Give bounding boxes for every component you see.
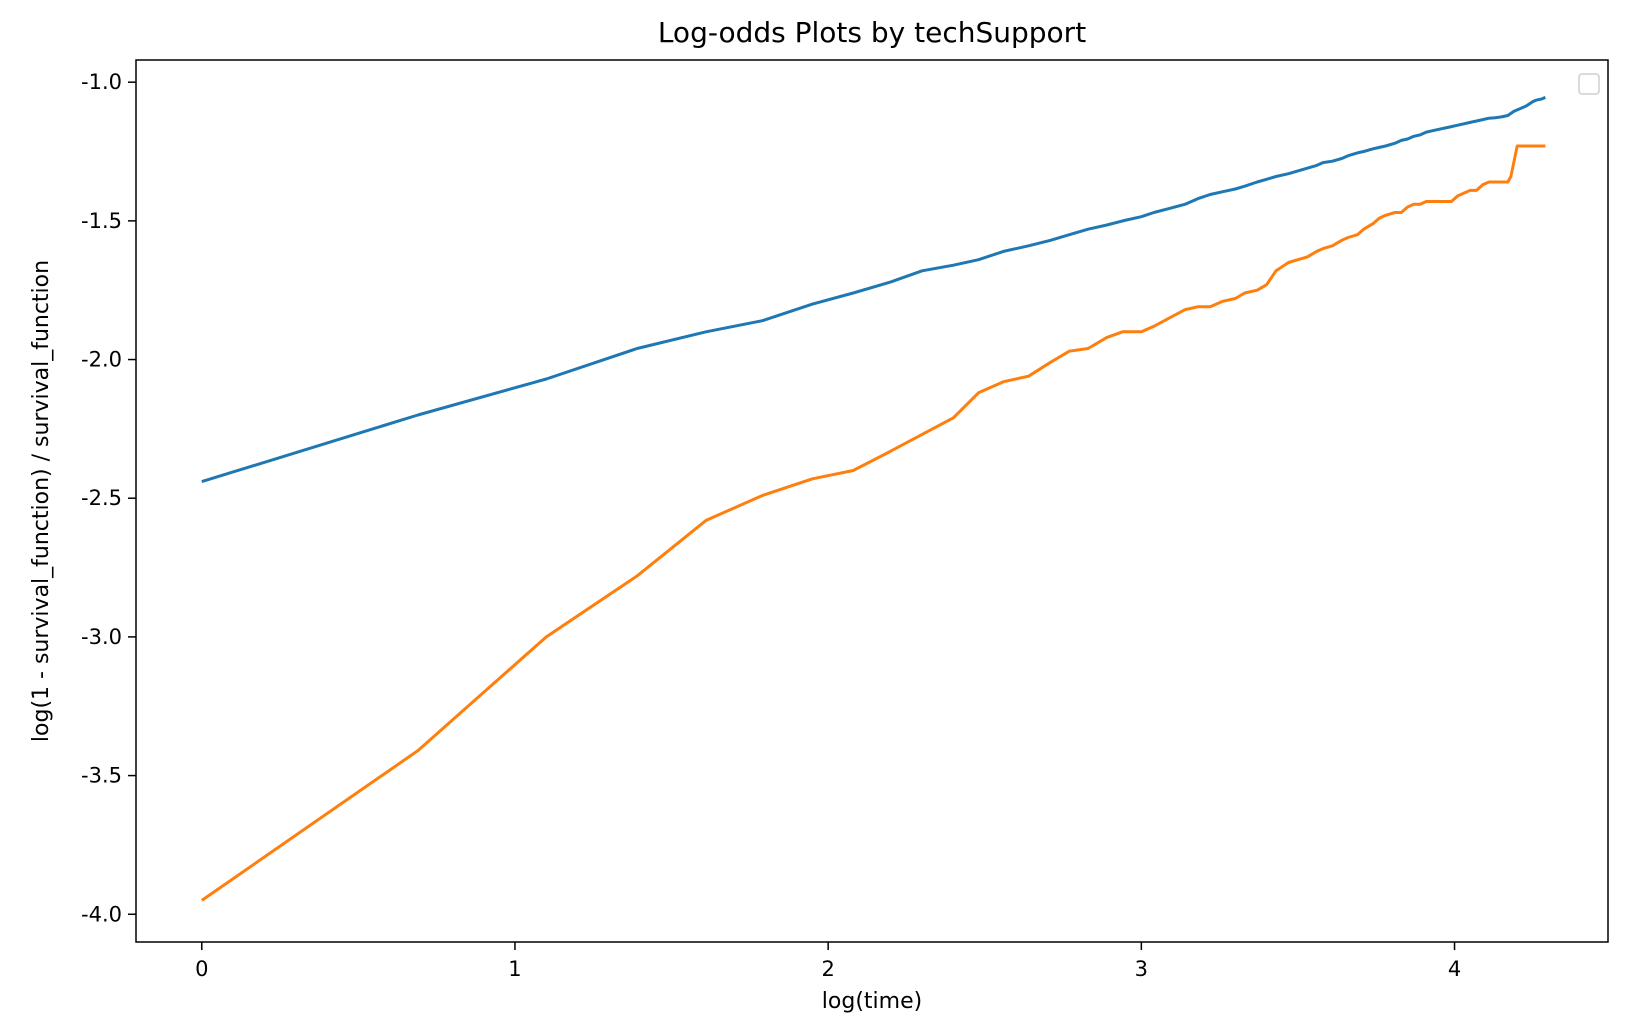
series-line-1 <box>201 96 1547 484</box>
y-axis: -4.0 -3.5 -3.0 -2.5 -2.0 -1.5 -1.0 <box>81 70 136 926</box>
y-tick-label: -3.0 <box>81 625 122 649</box>
y-tick-label: -4.0 <box>81 902 122 926</box>
x-tick-label: 2 <box>821 957 834 981</box>
y-axis-label: log(1 - survival_function) / survival_fu… <box>29 260 54 742</box>
chart-title: Log-odds Plots by techSupport <box>658 16 1086 49</box>
y-tick-label: -2.5 <box>81 486 122 510</box>
x-tick-label: 1 <box>508 957 521 981</box>
plot-series <box>200 96 1547 902</box>
x-tick-label: 0 <box>195 957 208 981</box>
series-line-2 <box>200 144 1546 902</box>
y-tick-label: -3.5 <box>81 764 122 788</box>
x-tick-label: 4 <box>1448 957 1461 981</box>
x-axis-label: log(time) <box>822 989 922 1014</box>
x-tick-label: 3 <box>1135 957 1148 981</box>
y-tick-label: -1.5 <box>81 209 122 233</box>
y-tick-label: -2.0 <box>81 348 122 372</box>
plot-area-frame <box>135 59 1609 943</box>
x-axis: 0 1 2 3 4 <box>195 942 1461 981</box>
legend-box <box>1578 73 1600 95</box>
y-tick-label: -1.0 <box>81 70 122 94</box>
